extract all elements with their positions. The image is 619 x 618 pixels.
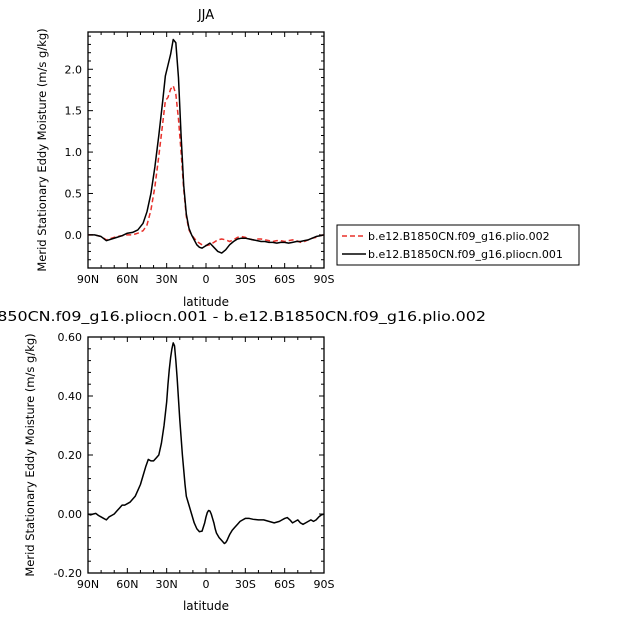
- top-y-tick-label: 2.0: [65, 63, 83, 76]
- top-x-tick-labels: 90N 60N 30N 0 30S 60S 90S: [77, 273, 335, 286]
- bottom-chart-title: b.e12.B1850CN.f09_g16.pliocn.001 - b.e12…: [0, 310, 486, 325]
- top-series-lines: [88, 38, 325, 254]
- top-y-tick-labels: 0.0 0.5 1.0 1.5 2.0: [65, 63, 83, 242]
- bottom-x-tick-label: 90N: [77, 578, 99, 591]
- bottom-plot-frame: [87, 336, 325, 574]
- bottom-x-tick-label: 60N: [116, 578, 138, 591]
- bottom-x-tick-label: 0: [203, 578, 210, 591]
- top-x-tick-label: 30S: [235, 273, 256, 286]
- top-y-tick-label: 1.0: [65, 146, 83, 159]
- legend-label-pliocn: b.e12.B1850CN.f09_g16.pliocn.001: [368, 248, 563, 261]
- bottom-x-tick-label: 30S: [235, 578, 256, 591]
- top-y-axis-label: Merid Stationary Eddy Moisture (m/s g/kg…: [35, 28, 49, 271]
- top-series-line-0: [88, 85, 325, 247]
- legend-label-plio: b.e12.B1850CN.f09_g16.plio.002: [368, 230, 550, 243]
- legend-frame: [336, 224, 580, 266]
- bottom-x-tick-labels: 90N 60N 30N 0 30S 60S 90S: [77, 578, 335, 591]
- bottom-x-tick-label: 30N: [156, 578, 178, 591]
- bottom-y-tick-label: 0.40: [58, 390, 83, 403]
- top-x-tick-label: 30N: [156, 273, 178, 286]
- bottom-y-tick-label: 0.00: [58, 508, 83, 521]
- bottom-x-axis-label: latitude: [183, 599, 229, 613]
- top-y-tick-label: 0.5: [65, 187, 83, 200]
- bottom-y-axis-label: Merid Stationary Eddy Moisture (m/s g/kg…: [23, 333, 37, 576]
- top-chart-title: JJA: [197, 8, 214, 23]
- top-plot-frame: [87, 31, 325, 269]
- bottom-y-tick-labels: -0.20 0.00 0.20 0.40 0.60: [54, 331, 82, 580]
- bottom-panel: b.e12.B1850CN.f09_g16.pliocn.001 - b.e12…: [0, 310, 486, 613]
- bottom-series-lines: [87, 342, 325, 545]
- top-y-tick-label: 1.5: [65, 105, 83, 118]
- bottom-ticks: [87, 336, 325, 574]
- top-ticks: [87, 32, 325, 269]
- bottom-y-tick-label: -0.20: [54, 567, 82, 580]
- top-x-tick-label: 60S: [274, 273, 295, 286]
- top-y-tick-label: 0.0: [65, 229, 83, 242]
- bottom-y-tick-label: 0.20: [58, 449, 83, 462]
- top-x-tick-label: 90S: [314, 273, 335, 286]
- bottom-y-tick-label: 0.60: [58, 331, 83, 344]
- legend: b.e12.B1850CN.f09_g16.plio.002 b.e12.B18…: [336, 224, 580, 266]
- top-panel: JJA 90N 60N 30N 0 30S 60S 90S 0.00.51.01.52.0 …: [35, 8, 335, 309]
- bottom-series-line-0: [87, 342, 325, 545]
- bottom-x-tick-label: 60S: [274, 578, 295, 591]
- top-x-tick-label: 90N: [77, 273, 99, 286]
- top-x-axis-label: latitude: [183, 295, 229, 309]
- bottom-x-tick-label: 90S: [314, 578, 335, 591]
- top-x-tick-label: 60N: [116, 273, 138, 286]
- top-x-tick-label: 0: [203, 273, 210, 286]
- top-series-line-1: [88, 38, 325, 254]
